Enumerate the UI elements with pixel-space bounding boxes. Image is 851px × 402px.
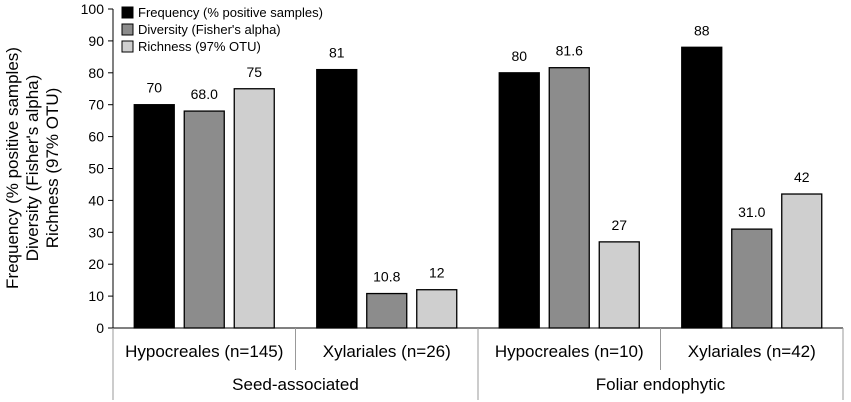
y-axis-label-line: Frequency (% positive samples) (3, 47, 22, 289)
y-tick-label: 90 (88, 33, 104, 49)
legend-entry: Richness (97% OTU) (138, 39, 261, 54)
data-label: 70 (146, 80, 162, 96)
bar (681, 46, 723, 329)
y-tick-label: 20 (88, 256, 104, 272)
bar (366, 292, 408, 329)
data-label: 42 (794, 169, 810, 185)
y-axis-label-line: Diversity (Fisher's alpha) (23, 75, 42, 262)
bar (498, 72, 540, 329)
data-label: 12 (429, 265, 445, 281)
y-tick-label: 80 (88, 65, 104, 81)
legend-swatch (121, 6, 134, 19)
y-tick-label: 0 (96, 320, 104, 336)
y-axis-label-line: Richness (97% OTU) (43, 88, 62, 249)
data-label: 75 (246, 64, 262, 80)
y-tick-label: 60 (88, 129, 104, 145)
bar (133, 104, 175, 329)
y-tick-label: 70 (88, 97, 104, 113)
y-tick-label: 100 (81, 1, 105, 17)
data-label: 81 (329, 45, 345, 61)
y-tick-label: 10 (88, 288, 104, 304)
bar (548, 67, 590, 329)
x-axis: Hypocreales (n=145) Xylariales (n=26) Hypo… (112, 327, 844, 400)
data-label: 10.8 (373, 269, 400, 285)
legend-entry: Frequency (% positive samples) (138, 5, 323, 20)
data-label: 68.0 (191, 86, 218, 102)
bar (781, 193, 823, 329)
legend-entry: Diversity (Fisher's alpha) (138, 22, 281, 37)
category-label: Xylariales (n=42) (688, 342, 816, 361)
legend-swatch (121, 40, 134, 53)
data-label: 88 (694, 22, 710, 38)
category-label: Hypocreales (n=145) (125, 342, 283, 361)
y-axis-label: Frequency (% positive samples) Diversity … (3, 47, 62, 289)
bars (133, 46, 823, 329)
bar (598, 241, 640, 329)
group-label: Foliar endophytic (596, 375, 726, 394)
data-label: 31.0 (738, 204, 765, 220)
y-tick-label: 50 (88, 161, 104, 177)
data-label: 81.6 (556, 43, 583, 59)
y-tick-label: 30 (88, 224, 104, 240)
category-label: Xylariales (n=26) (323, 342, 451, 361)
bar (183, 110, 225, 329)
legend-swatch (121, 23, 134, 36)
y-tick-label: 40 (88, 192, 104, 208)
data-labels: 70 68.0 75 81 10.8 12 80 81.6 27 88 31.0 42 (146, 22, 809, 284)
data-label: 80 (511, 48, 527, 64)
bar (316, 68, 358, 329)
bar (233, 88, 275, 329)
data-label: 27 (611, 217, 627, 233)
category-label: Hypocreales (n=10) (495, 342, 644, 361)
legend: Frequency (% positive samples) Diversity … (121, 5, 323, 54)
y-axis: 0 10 20 30 40 50 60 70 80 90 100 (81, 1, 114, 336)
bar (416, 289, 458, 329)
group-label: Seed-associated (232, 375, 359, 394)
bar (731, 228, 773, 329)
